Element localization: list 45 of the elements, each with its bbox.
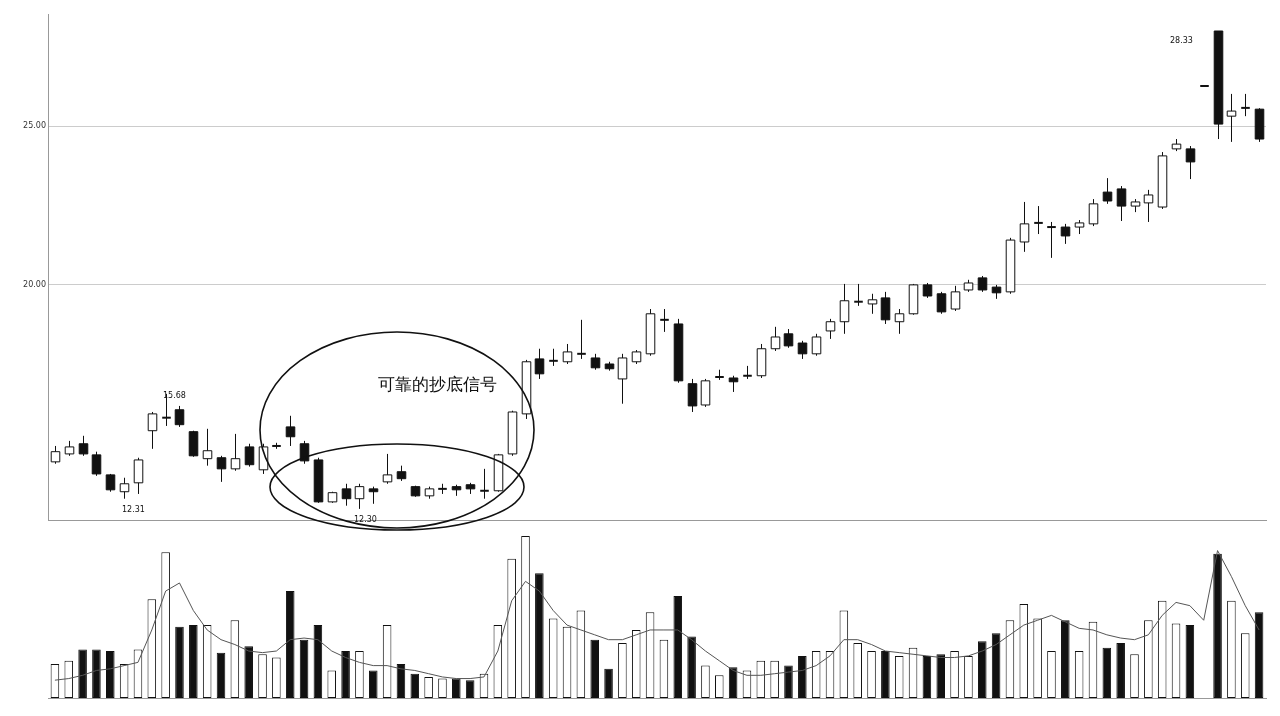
y-tick-label: 20.00 xyxy=(23,279,46,289)
bar xyxy=(922,655,932,698)
bar xyxy=(798,655,807,698)
bar xyxy=(299,639,309,698)
candlestick xyxy=(1240,93,1251,117)
bar xyxy=(1213,553,1222,698)
bar xyxy=(1102,647,1112,698)
bar xyxy=(1061,620,1070,698)
bar xyxy=(936,654,946,698)
bar xyxy=(368,670,378,698)
bar xyxy=(285,591,295,698)
annotation: 15.68 xyxy=(163,391,186,401)
bar xyxy=(189,625,198,698)
bar xyxy=(604,668,613,698)
bar xyxy=(977,641,987,698)
candlestick xyxy=(576,319,587,360)
bar xyxy=(687,636,696,698)
candlestick xyxy=(479,468,490,500)
candlestick xyxy=(853,283,864,307)
annotation: 可靠的抄底信号 xyxy=(378,374,497,395)
bar xyxy=(452,678,461,698)
candlestick xyxy=(659,308,670,333)
bar xyxy=(92,649,101,698)
bar xyxy=(1254,612,1264,698)
candlestick xyxy=(1033,205,1044,235)
bar xyxy=(341,651,350,698)
bar xyxy=(881,651,890,698)
bar xyxy=(784,665,793,698)
bar xyxy=(1185,625,1195,698)
annotation: 12.31 xyxy=(122,505,145,515)
bar xyxy=(105,651,115,698)
y-tick-label: 25.00 xyxy=(23,121,46,131)
bar xyxy=(673,595,683,698)
bar xyxy=(216,652,226,698)
bar xyxy=(465,680,475,698)
bar xyxy=(535,573,544,698)
bar xyxy=(590,639,600,698)
candlestick xyxy=(1046,221,1057,259)
annotation: 28.33 xyxy=(1170,36,1193,46)
bar xyxy=(1116,642,1125,698)
bar xyxy=(78,649,87,698)
bar xyxy=(410,673,420,698)
annotation: 12.30 xyxy=(354,515,377,525)
bar xyxy=(244,646,253,698)
bar xyxy=(175,626,184,698)
